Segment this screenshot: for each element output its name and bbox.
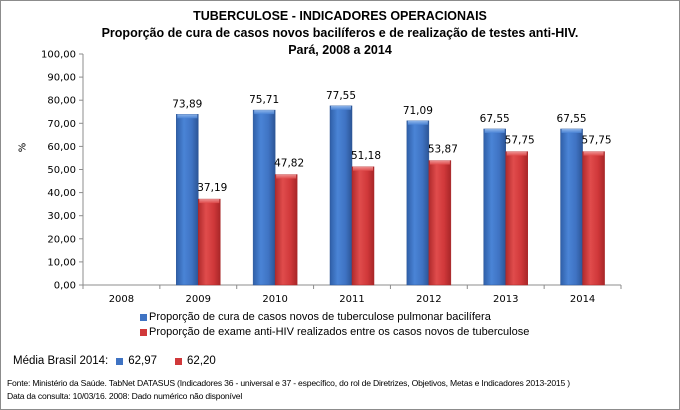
legend-item-hiv: Proporção de exame anti-HIV realizados e…	[140, 325, 529, 340]
y-tick-label: 40,00	[47, 188, 76, 199]
media-brasil-cure: 62,97	[116, 355, 157, 367]
bar-highlight	[506, 151, 527, 156]
bar-cure-2011	[329, 105, 353, 286]
legend-item-cure: Proporção de cura de casos novos de tube…	[140, 310, 529, 325]
data-label-cure-2012: 71,09	[403, 105, 433, 117]
bar-highlight	[484, 128, 505, 133]
bar-cure-2009	[176, 114, 199, 286]
data-label-cure-2009: 73,89	[172, 98, 202, 110]
legend-swatch-red-icon	[140, 329, 147, 336]
y-tick-label: 50,00	[47, 165, 76, 176]
axes: 0,00 10,00 20,00 30,00 40,00 50,00 60,00 70,00 8…	[41, 50, 622, 305]
media-swatch-red-icon	[175, 357, 183, 365]
bar-highlight	[407, 120, 428, 125]
chart-region: Pará, 2008 a 2014	[288, 43, 392, 57]
chart-titles: TUBERCULOSE - INDICADORES OPERACIONAIS P…	[0, 8, 680, 59]
bar-hiv-2014	[582, 151, 605, 286]
bar-highlight	[583, 151, 604, 156]
media-brasil-label: Média Brasil 2014:	[13, 355, 109, 367]
y-tick-label: 20,00	[47, 234, 76, 245]
bar-hiv-2012	[428, 160, 452, 286]
y-tick-label: 60,00	[47, 142, 76, 153]
legend-label: Proporção de exame anti-HIV realizados e…	[149, 326, 530, 338]
x-tick-label: 2009	[186, 294, 211, 305]
x-tick-label: 2008	[109, 294, 134, 305]
footer-note: Data da consulta: 10/03/16. 2008: Dado n…	[7, 391, 243, 401]
y-tick-label: 10,00	[47, 257, 76, 268]
y-tick-label: 0,00	[54, 281, 76, 292]
media-swatch-blue-icon	[116, 357, 124, 365]
data-label-hiv-2012: 53,87	[428, 144, 458, 156]
bar-hiv-2013	[505, 151, 528, 286]
data-label-hiv-2010: 47,82	[274, 158, 304, 170]
bar-highlight	[353, 166, 373, 171]
media-value: 62,20	[187, 355, 216, 367]
media-brasil: Média Brasil 2014: 62,97 62,20	[13, 355, 216, 367]
x-tick-label: 2010	[262, 294, 287, 305]
y-tick-label: 90,00	[47, 73, 76, 84]
y-tick-label: 100,00	[41, 50, 76, 61]
bar-cure-2014	[560, 128, 583, 286]
data-label-hiv-2011: 51,18	[351, 150, 381, 162]
legend-label: Proporção de cura de casos novos de tube…	[149, 311, 491, 323]
data-label-cure-2011: 77,55	[326, 90, 356, 102]
bar-highlight	[199, 199, 220, 204]
data-label-cure-2010: 75,71	[249, 94, 279, 106]
bar-highlight	[561, 128, 582, 133]
bars	[176, 105, 605, 286]
data-label-hiv-2009: 37,19	[197, 182, 227, 194]
bar-highlight	[276, 174, 297, 179]
bar-hiv-2011	[351, 166, 375, 286]
y-tick-label: 80,00	[47, 96, 76, 107]
y-tick-label: 30,00	[47, 211, 76, 222]
x-tick-label: 2012	[416, 294, 441, 305]
bar-cure-2012	[406, 120, 430, 286]
data-label-hiv-2014: 57,75	[582, 135, 612, 147]
bar-cure-2013	[483, 128, 506, 286]
bar-cure-2010	[252, 109, 276, 286]
data-label-cure-2014: 67,55	[557, 113, 587, 125]
bar-highlight	[429, 160, 450, 165]
bar-hiv-2009	[198, 198, 221, 286]
bar-highlight	[254, 110, 275, 115]
media-value: 62,97	[128, 355, 158, 367]
bar-highlight	[331, 105, 351, 110]
bar-hiv-2010	[274, 174, 298, 286]
x-tick-label: 2011	[339, 294, 364, 305]
data-label-hiv-2013: 57,75	[505, 135, 535, 147]
footer-source: Fonte: Ministério da Saúde. TabNet DATAS…	[7, 378, 570, 388]
data-labels: 73,89 75,71 77,55 71,09 67,55 67,55 37,19 47,82…	[172, 90, 611, 194]
x-tick-label: 2013	[493, 294, 518, 305]
legend: Proporção de cura de casos novos de tube…	[140, 310, 529, 340]
footer: Fonte: Ministério da Saúde. TabNet DATAS…	[7, 377, 570, 403]
y-tick-label: 70,00	[47, 119, 76, 130]
bar-highlight	[177, 114, 198, 119]
chart-title: TUBERCULOSE - INDICADORES OPERACIONAIS	[193, 9, 487, 23]
media-brasil-hiv: 62,20	[175, 355, 216, 367]
legend-swatch-blue-icon	[140, 314, 147, 321]
chart-subtitle: Proporção de cura de casos novos bacilíf…	[101, 26, 579, 40]
data-label-cure-2013: 67,55	[480, 113, 510, 125]
x-tick-label: 2014	[570, 294, 595, 305]
